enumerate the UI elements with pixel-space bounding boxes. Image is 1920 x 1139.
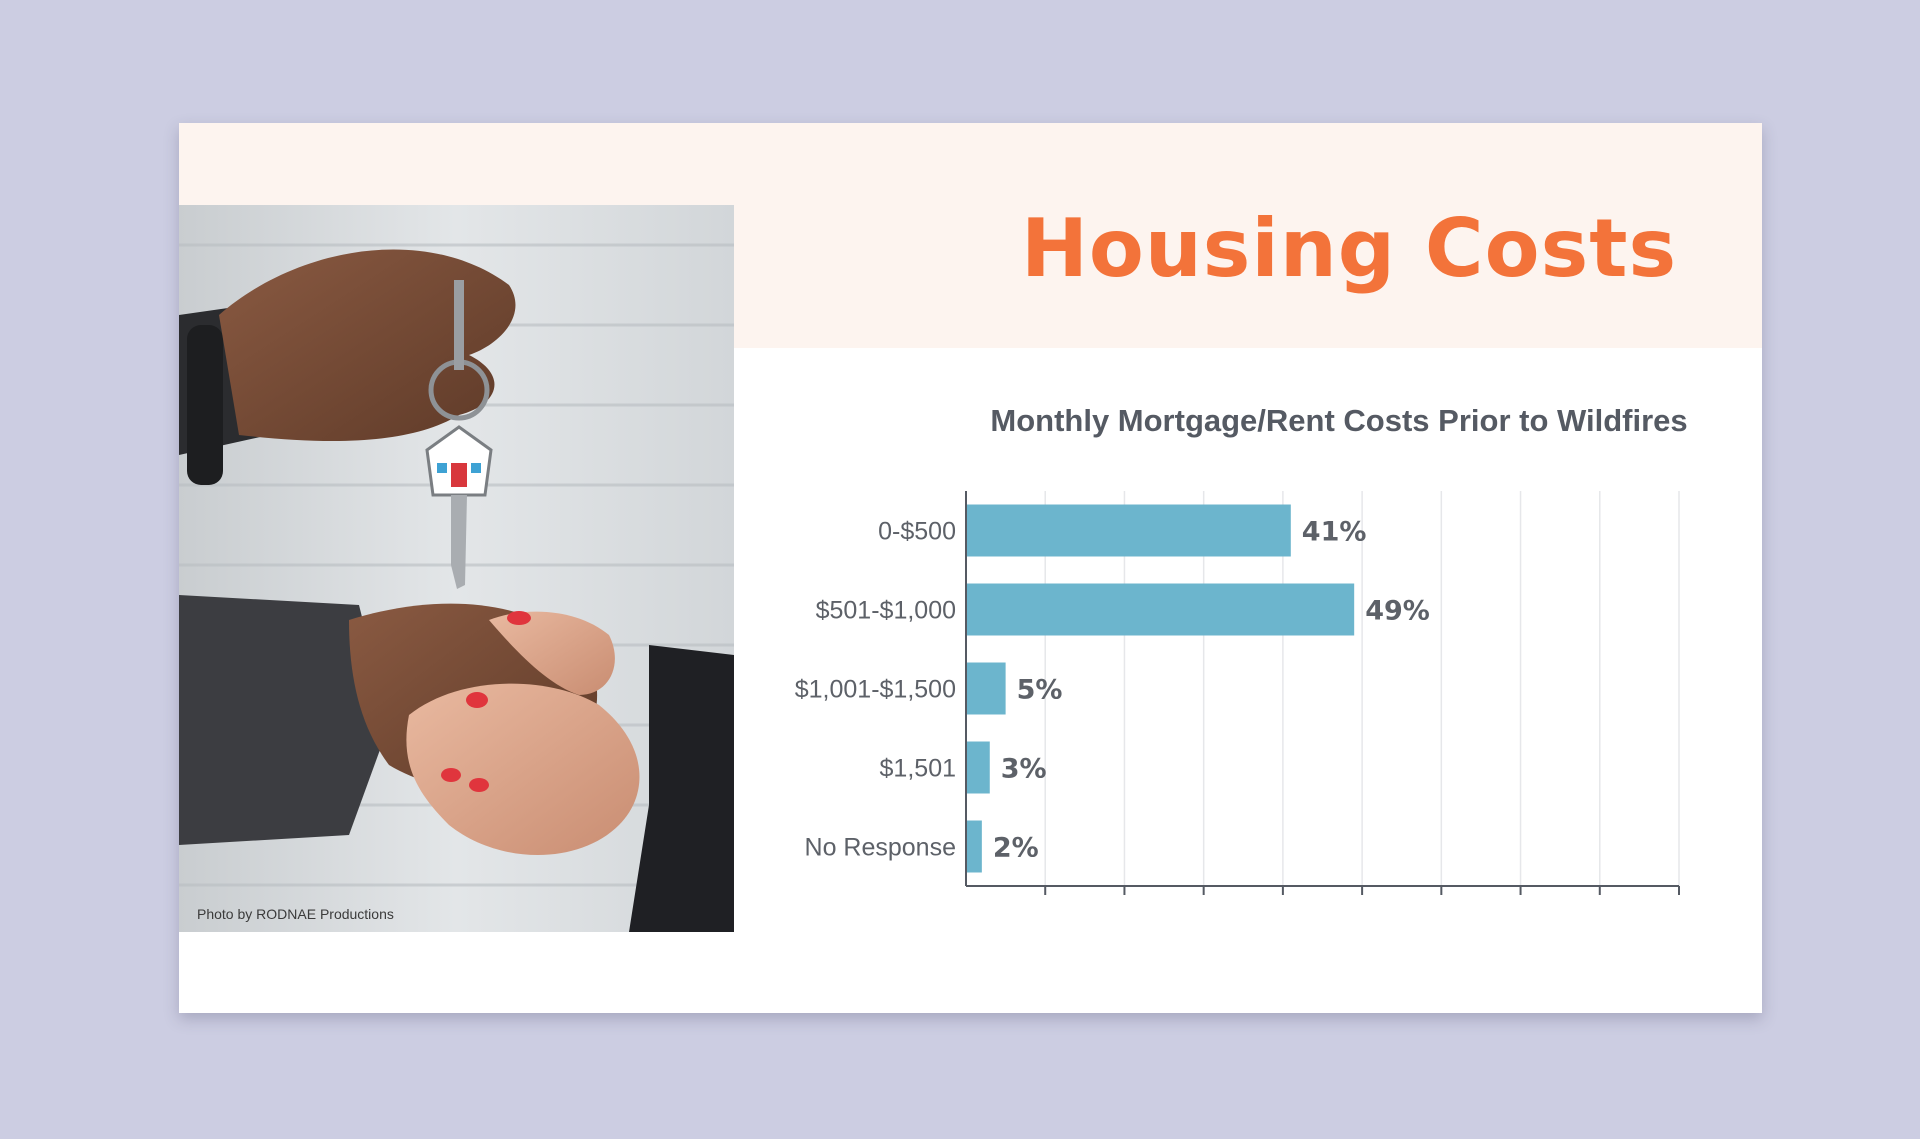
bar [966,820,982,873]
value-label: 49% [1365,596,1430,627]
category-label: $1,501 [880,755,956,783]
bar [966,741,990,794]
chart-title: Monthly Mortgage/Rent Costs Prior to Wil… [990,403,1688,438]
photo-keys-handshake: Photo by RODNAE Productions [179,205,734,932]
photo-illustration [179,205,734,932]
slide: Housing Costs [179,123,1762,1013]
value-label: 2% [993,833,1039,864]
category-label: No Response [805,834,956,862]
bar-chart: 0-$500 41% $501-$1,000 49% $1,001-$1,500 5% $1… [795,491,1680,895]
value-label: 41% [1302,517,1367,548]
category-label: $501-$1,000 [816,597,956,625]
photo-credit: Photo by RODNAE Productions [197,906,394,922]
category-label: 0-$500 [878,518,956,546]
value-label: 3% [1001,754,1047,785]
slide-title: Housing Costs [1020,202,1678,295]
bar [966,504,1291,557]
category-label: $1,001-$1,500 [795,676,956,704]
value-label: 5% [1017,675,1063,706]
bar [966,583,1355,636]
bar [966,662,1006,715]
